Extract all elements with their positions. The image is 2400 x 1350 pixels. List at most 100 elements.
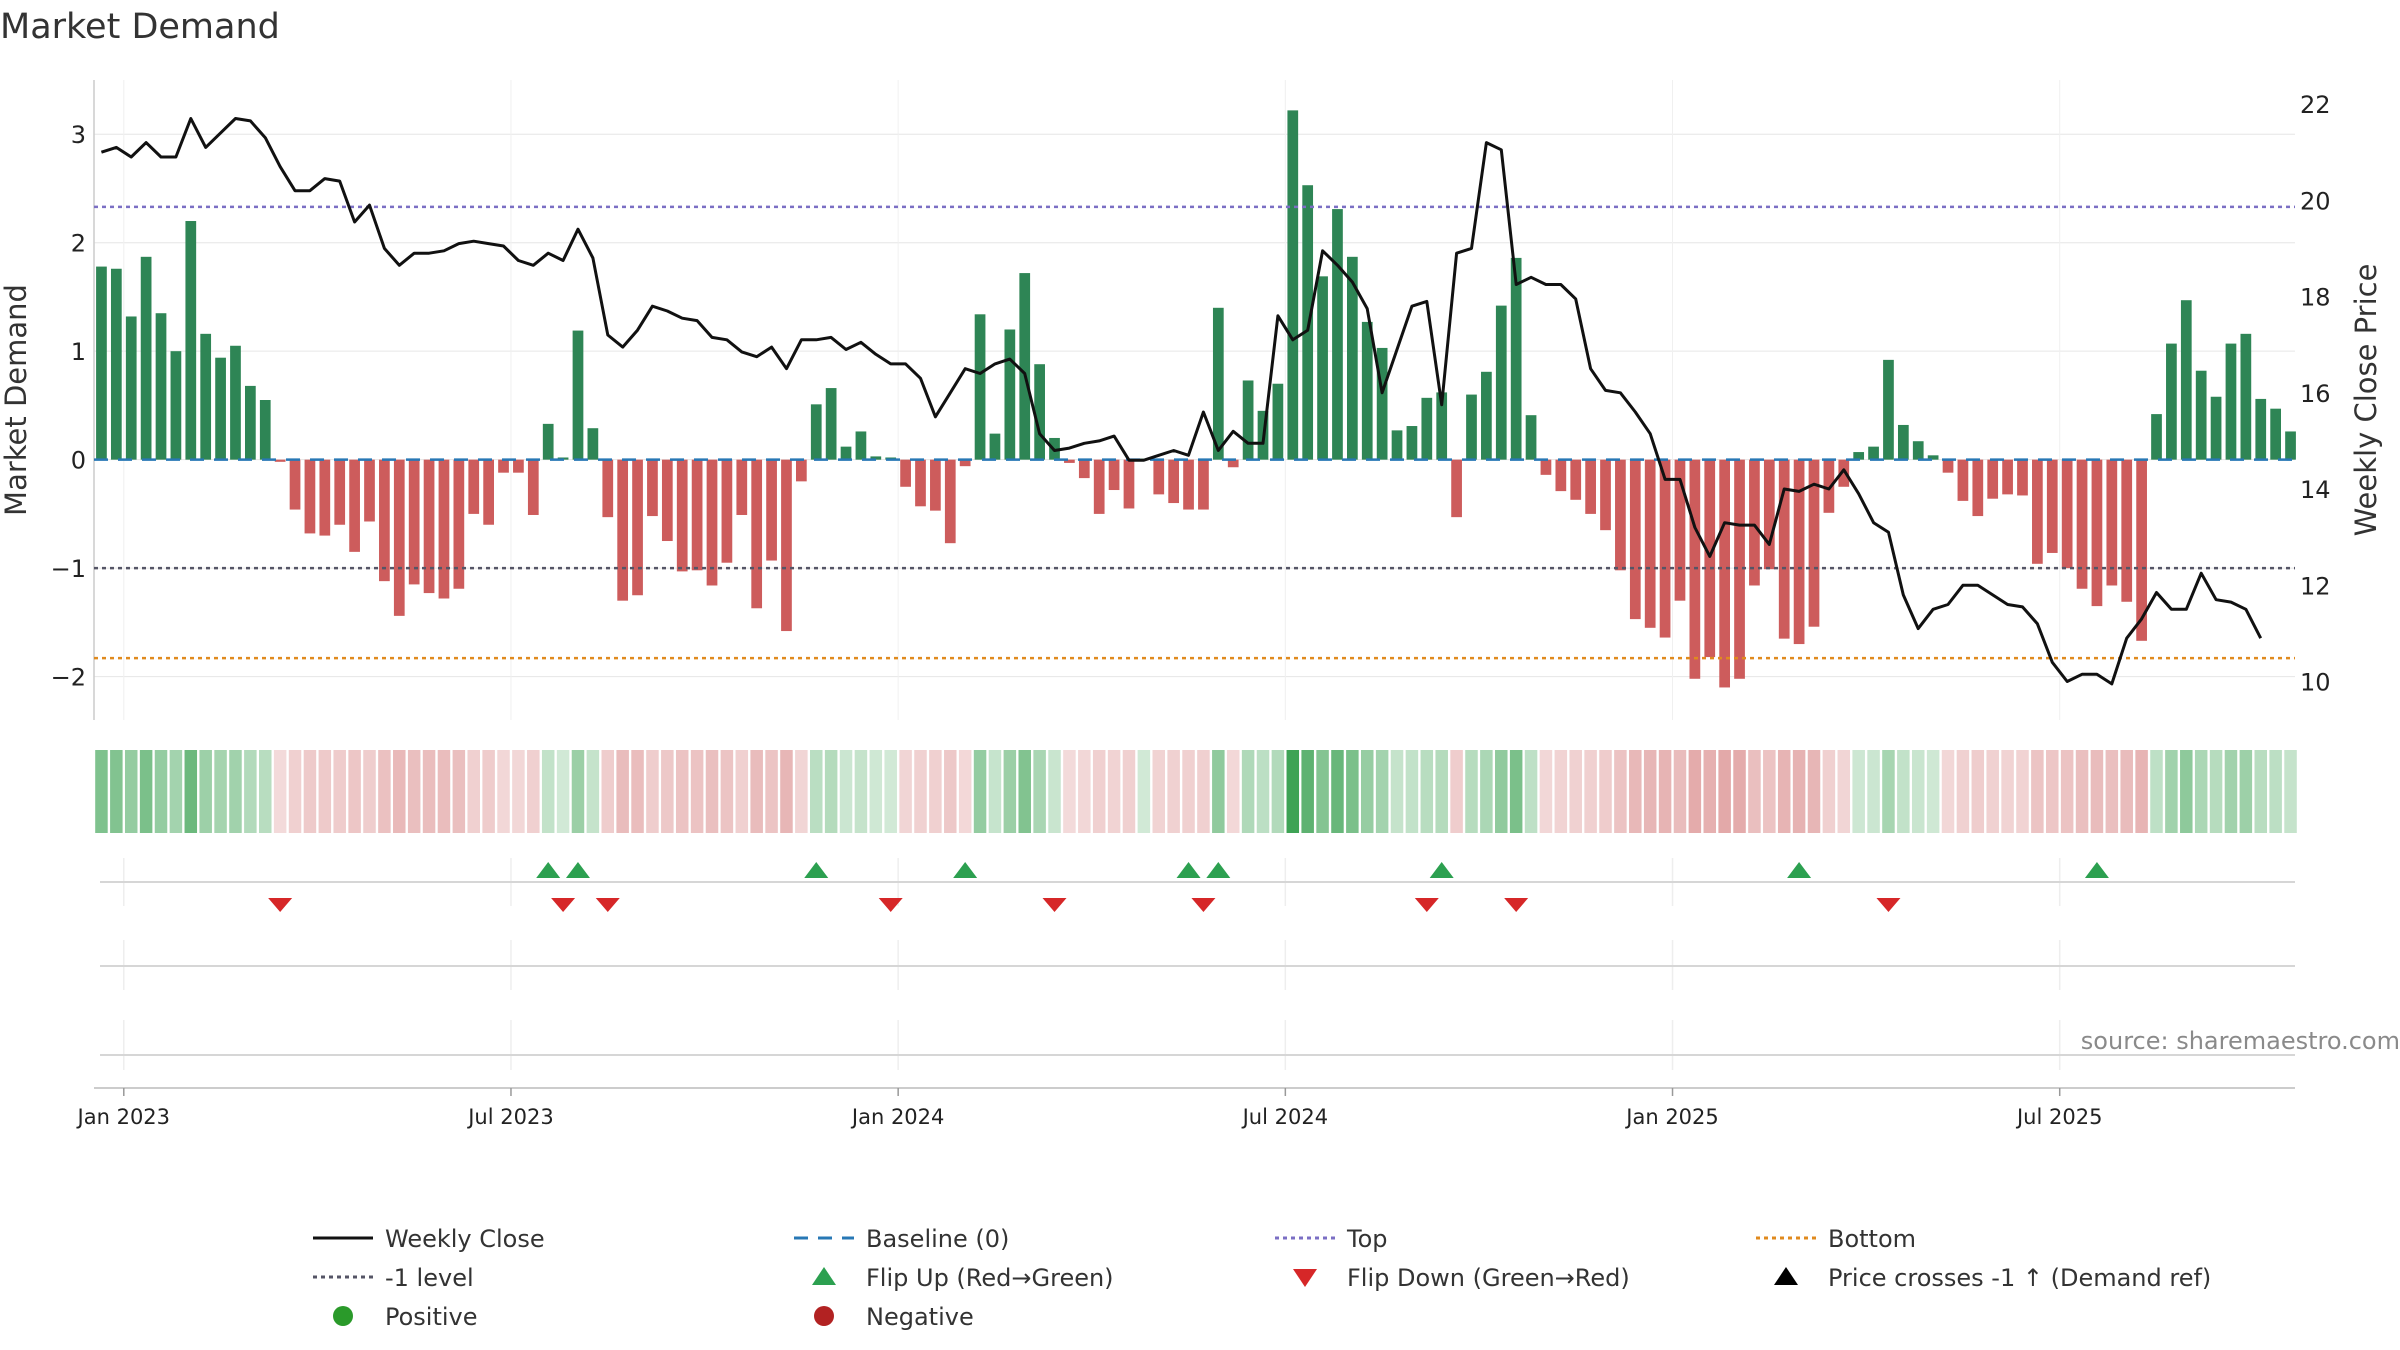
legend-item: Flip Up (Red→Green)	[812, 1264, 1114, 1292]
regime-cell	[1450, 750, 1463, 833]
demand-bar	[1838, 459, 1850, 487]
regime-cell	[1480, 750, 1493, 833]
demand-bar	[2017, 459, 2028, 496]
regime-cell	[1003, 750, 1017, 833]
regime-cell	[363, 750, 376, 833]
demand-bar	[1019, 273, 1031, 460]
x-tick-label: Jan 2024	[850, 1105, 945, 1129]
regime-cell	[854, 750, 868, 833]
flip-up-marker	[1176, 862, 1201, 878]
demand-bar	[2046, 459, 2058, 553]
regime-cell	[1167, 750, 1180, 833]
demand-bar	[706, 459, 718, 586]
regime-cell	[2016, 750, 2029, 833]
demand-bar	[349, 459, 360, 552]
y-tick-right-label: 10	[2300, 669, 2331, 697]
regime-cell	[1763, 750, 1776, 833]
regime-cell	[1614, 750, 1627, 833]
regime-cell	[2254, 750, 2268, 833]
regime-cell	[244, 750, 257, 833]
regime-cell	[154, 750, 168, 833]
demand-bar	[1987, 459, 1999, 499]
regime-cell	[1137, 750, 1151, 833]
legend-swatch-dot	[333, 1306, 353, 1326]
demand-bar	[1585, 459, 1596, 514]
demand-bar	[1346, 256, 1358, 460]
regime-cell	[675, 750, 689, 833]
legend-label: Negative	[866, 1303, 974, 1331]
demand-bar	[1376, 347, 1388, 460]
demand-bar	[2240, 333, 2252, 460]
y-tick-right-label: 18	[2300, 284, 2331, 312]
demand-bar	[795, 459, 807, 482]
flip-up-marker	[1206, 862, 1231, 878]
demand-bar	[423, 459, 435, 594]
demand-bar	[2136, 459, 2147, 641]
legend-item: Baseline (0)	[794, 1225, 1009, 1253]
regime-cell	[929, 750, 942, 833]
demand-bar	[2032, 459, 2043, 564]
flip-down-marker	[1191, 898, 1216, 912]
regime-cell	[765, 750, 778, 833]
demand-bar	[810, 404, 822, 460]
demand-bar	[1615, 459, 1626, 571]
flip-down-marker	[268, 898, 293, 912]
regime-cell	[914, 750, 927, 833]
regime-cell	[1152, 750, 1166, 833]
regime-cell	[2135, 750, 2148, 833]
demand-bars	[96, 110, 2296, 688]
demand-bar	[2270, 408, 2282, 460]
regime-cell	[1122, 750, 1136, 833]
regime-cell	[556, 750, 570, 833]
demand-bar	[513, 459, 524, 473]
demand-bar	[1600, 459, 1611, 531]
regime-cell	[422, 750, 436, 833]
legend-label: -1 level	[385, 1264, 474, 1292]
regime-cell	[259, 750, 272, 833]
regime-cell	[1018, 750, 1031, 833]
demand-bar	[170, 351, 182, 460]
regime-cell	[184, 750, 198, 833]
legend: Weekly Close Baseline (0) Top Bottom -1 leve…	[313, 1225, 2211, 1331]
x-tick-label: Jan 2023	[76, 1105, 171, 1129]
demand-bar	[1004, 329, 1016, 460]
flip-down-marker	[878, 898, 903, 912]
demand-bar	[1481, 371, 1492, 460]
demand-bar	[1883, 359, 1894, 460]
weekly-close-series	[100, 117, 2263, 686]
demand-bar	[245, 385, 256, 460]
demand-bar	[1927, 455, 1939, 460]
regime-cell	[795, 750, 808, 833]
demand-bar	[1272, 383, 1284, 460]
demand-bar	[989, 433, 1001, 460]
regime-cell	[899, 750, 912, 833]
demand-bar	[483, 459, 494, 525]
regime-cell	[571, 750, 585, 833]
regime-cell	[2284, 750, 2297, 833]
legend-label: Weekly Close	[385, 1225, 545, 1253]
legend-item: Weekly Close	[313, 1225, 545, 1253]
regime-cell	[2224, 750, 2238, 833]
regime-cell	[780, 750, 793, 833]
demand-bar	[96, 266, 107, 460]
regime-cell	[1375, 750, 1389, 833]
demand-bar	[1957, 459, 1969, 501]
regime-cell	[497, 750, 510, 833]
demand-bar	[259, 400, 271, 460]
demand-bar	[1674, 459, 1686, 601]
y-tick-left-label: −2	[51, 664, 86, 692]
flip-down-marker	[595, 898, 620, 912]
demand-bar	[215, 357, 226, 460]
demand-bar	[527, 459, 539, 515]
flip-down-marker	[1414, 898, 1439, 912]
demand-bar	[1629, 459, 1641, 620]
regime-cell	[1688, 750, 1702, 833]
demand-bar	[1391, 430, 1403, 460]
regime-cell	[2194, 750, 2208, 833]
regime-cell	[407, 750, 421, 833]
demand-bar	[1242, 380, 1254, 460]
demand-bar	[617, 459, 629, 601]
regime-cell	[705, 750, 719, 833]
regime-cell	[2165, 750, 2178, 833]
demand-bar	[602, 459, 614, 518]
